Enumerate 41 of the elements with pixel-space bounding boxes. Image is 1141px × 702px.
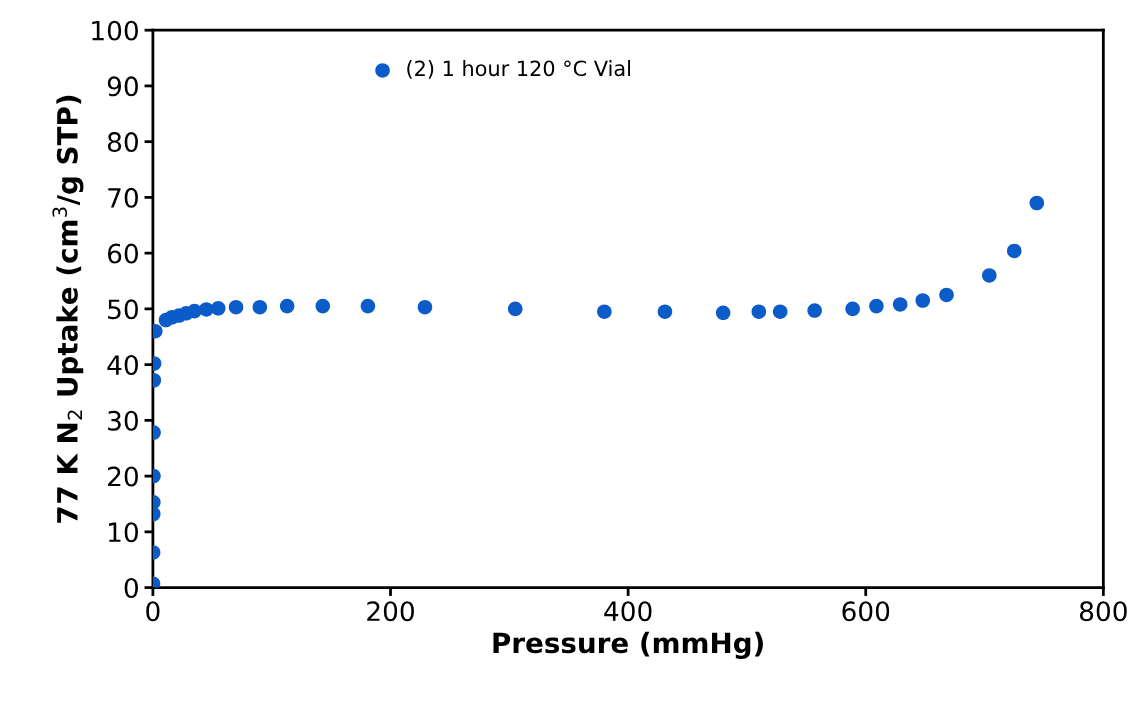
point bbox=[939, 287, 954, 303]
point bbox=[751, 304, 767, 319]
point bbox=[869, 298, 884, 314]
y-tick-label: 60 bbox=[107, 243, 138, 264]
x-tick-label: 800 bbox=[1079, 601, 1127, 622]
point bbox=[892, 297, 908, 312]
legend-label: (2) 1 hour 120 °C Vial bbox=[407, 60, 630, 79]
point bbox=[279, 298, 295, 314]
point bbox=[807, 303, 822, 318]
point bbox=[715, 305, 731, 321]
y-tick-label: 70 bbox=[108, 187, 138, 208]
x-tick-label: 0 bbox=[146, 601, 160, 622]
point bbox=[210, 301, 226, 316]
point bbox=[597, 304, 612, 319]
point bbox=[657, 304, 673, 319]
x-tick-label: 200 bbox=[367, 601, 414, 622]
x-axis-title: Pressure (mmHg) bbox=[493, 631, 763, 659]
y-axis-title: 77 K N$_{2}$ Uptake (cm$^{3}$/g STP) bbox=[52, 95, 84, 523]
point bbox=[915, 293, 931, 308]
y-tick-label: 40 bbox=[107, 355, 138, 376]
x-tick-label: 600 bbox=[842, 601, 890, 622]
point bbox=[982, 268, 997, 283]
point bbox=[772, 304, 788, 319]
y-tick-label: 50 bbox=[108, 299, 138, 320]
y-tick-label: 0 bbox=[124, 578, 138, 598]
y-tick-label: 10 bbox=[109, 522, 138, 543]
y-tick-label: 20 bbox=[108, 466, 138, 487]
point bbox=[228, 299, 244, 315]
point bbox=[845, 301, 860, 317]
point bbox=[1029, 195, 1045, 211]
y-tick-label: 30 bbox=[108, 410, 138, 431]
point bbox=[507, 301, 523, 317]
y-tick-label: 100 bbox=[92, 20, 138, 41]
y-tick-label: 80 bbox=[107, 132, 138, 153]
y-tick-label: 90 bbox=[107, 76, 138, 97]
point bbox=[315, 298, 331, 314]
point bbox=[252, 299, 268, 315]
point bbox=[1006, 243, 1022, 259]
point bbox=[360, 298, 376, 314]
point bbox=[417, 299, 433, 315]
x-tick-label: 400 bbox=[604, 601, 652, 622]
